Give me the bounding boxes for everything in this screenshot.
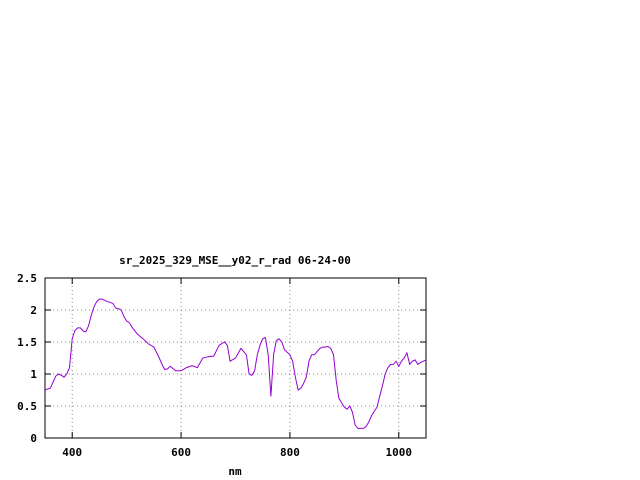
grid xyxy=(45,278,426,438)
y-tick-label: 2 xyxy=(30,304,37,317)
x-tick-label: 400 xyxy=(62,446,82,459)
x-axis-label: nm xyxy=(228,465,242,478)
x-tick-label: 600 xyxy=(171,446,191,459)
x-axis: 400 600 800 1000 xyxy=(62,278,412,459)
y-tick-label: 2.5 xyxy=(17,272,37,285)
y-tick-label: 1 xyxy=(30,368,37,381)
plot-frame xyxy=(44,277,427,439)
y-tick-label: 0 xyxy=(30,432,37,445)
y-tick-label: 1.5 xyxy=(17,336,37,349)
y-tick-label: 0.5 xyxy=(17,400,37,413)
chart-title: sr_2025_329_MSE__y02_r_rad 06-24-00 xyxy=(119,254,351,267)
series-line xyxy=(44,298,427,429)
y-axis: 0 0.5 1 1.5 2 2.5 xyxy=(17,272,426,445)
x-tick-label: 1000 xyxy=(386,446,413,459)
x-tick-label: 800 xyxy=(280,446,300,459)
